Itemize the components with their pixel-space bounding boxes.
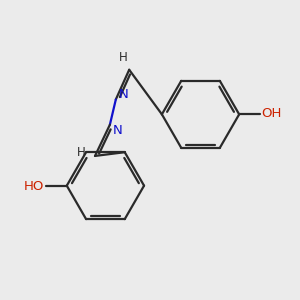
Text: N: N [118, 88, 128, 100]
Text: N: N [112, 124, 122, 136]
Text: OH: OH [262, 107, 282, 120]
Text: H: H [77, 146, 86, 160]
Text: H: H [119, 51, 128, 64]
Text: HO: HO [24, 180, 44, 193]
